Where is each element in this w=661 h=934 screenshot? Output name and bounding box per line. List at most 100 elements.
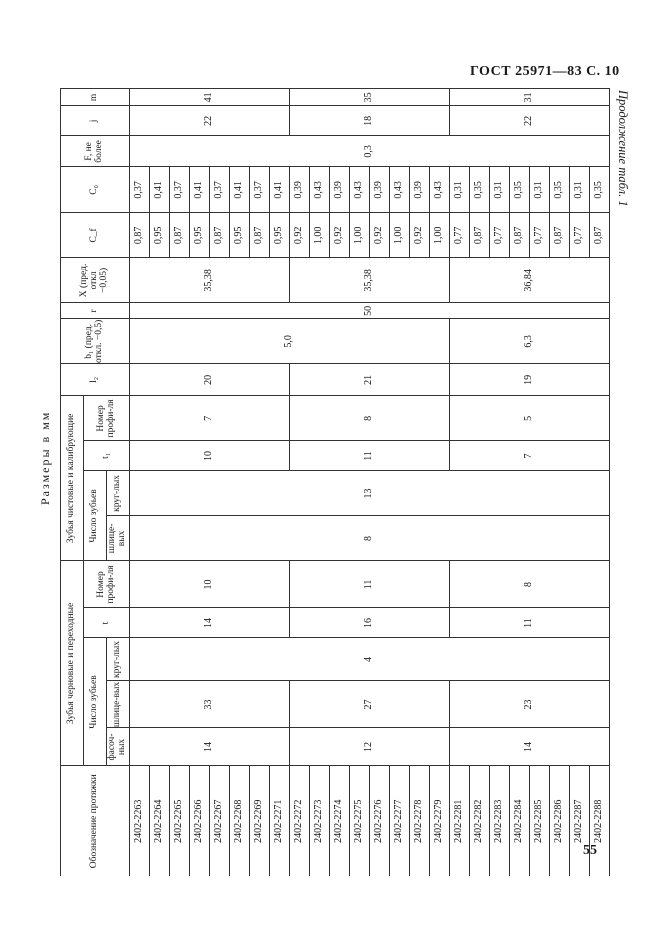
rough-profile-cell: 10: [129, 560, 290, 608]
rough-spline-cell: 27: [289, 681, 450, 728]
header-rough-round: круг-лых: [106, 638, 130, 681]
designation-cell: 2402-2265: [169, 766, 190, 876]
cf-cell: 0,77: [569, 212, 590, 258]
x-cell: 36,84: [449, 257, 610, 303]
j-cell: 22: [449, 105, 610, 136]
c0-cell: 0,37: [209, 166, 230, 213]
x-cell: 35,38: [289, 257, 450, 303]
rough-chamfer-cell: 14: [449, 728, 610, 766]
designation-cell: 2402-2267: [209, 766, 230, 876]
r-cell: 50: [129, 302, 610, 319]
rough-chamfer-cell: 12: [289, 728, 450, 766]
c0-cell: 0,31: [569, 166, 590, 213]
designation-cell: 2402-2268: [229, 766, 250, 876]
x-cell: 35,38: [129, 257, 290, 303]
header-r: r: [60, 302, 130, 319]
cf-cell: 0,95: [189, 212, 210, 258]
designation-cell: 2402-2273: [309, 766, 330, 876]
c0-cell: 0,37: [129, 166, 150, 213]
cf-cell: 0,87: [589, 212, 610, 258]
header-m: m: [60, 88, 130, 106]
header-finish-teeth-count: Число зубьев: [83, 470, 107, 561]
l2-cell: 21: [289, 363, 450, 396]
c0-cell: 0,43: [309, 166, 330, 213]
header-rough-spline: шлице-вых: [106, 681, 130, 728]
broach-table-rotated: Обозначение протяжки Зубья черновые и пе…: [60, 88, 612, 876]
header-rough-profile: Номер профи-ля: [83, 560, 130, 608]
cf-cell: 0,87: [469, 212, 490, 258]
header-rough-group: Зубья черновые и переходные: [60, 560, 84, 766]
c0-cell: 0,35: [509, 166, 530, 213]
b1-cell: 6,3: [449, 318, 610, 364]
m-cell: 41: [129, 88, 290, 106]
table-body: 2402-2263 14 33 4 14 10 8 13 10 7 20 5,0 50 35,38 0,87…: [129, 88, 610, 876]
cf-cell: 0,92: [409, 212, 430, 258]
c0-cell: 0,41: [149, 166, 170, 213]
designation-cell: 2402-2286: [549, 766, 570, 876]
header-t: t: [83, 608, 130, 638]
designation-cell: 2402-2281: [449, 766, 470, 876]
c0-cell: 0,43: [349, 166, 370, 213]
finish-round-cell: 13: [129, 470, 610, 516]
designation-cell: 2402-2272: [289, 766, 310, 876]
c0-cell: 0,31: [529, 166, 550, 213]
c0-cell: 0,37: [249, 166, 270, 213]
header-t1: t₁: [83, 440, 130, 471]
cf-cell: 0,87: [169, 212, 190, 258]
cf-cell: 0,92: [369, 212, 390, 258]
designation-cell: 2402-2285: [529, 766, 550, 876]
cf-cell: 0,92: [329, 212, 350, 258]
cf-cell: 0,87: [249, 212, 270, 258]
header-cf: C_f: [60, 212, 130, 258]
c0-cell: 0,43: [389, 166, 410, 213]
designation-cell: 2402-2279: [429, 766, 450, 876]
j-cell: 22: [129, 105, 290, 136]
b1-cell: 5,0: [129, 318, 450, 364]
designation-cell: 2402-2283: [489, 766, 510, 876]
rough-round-cell: 4: [129, 638, 610, 681]
continuation-label: Продолжение табл. 1: [616, 90, 630, 207]
page-number: 55: [583, 843, 597, 858]
rough-profile-cell: 11: [289, 560, 450, 608]
c0-cell: 0,37: [169, 166, 190, 213]
c0-cell: 0,35: [589, 166, 610, 213]
designation-cell: 2402-2288: [589, 766, 610, 876]
rough-chamfer-cell: 14: [129, 728, 290, 766]
designation-cell: 2402-2266: [189, 766, 210, 876]
t1-cell: 10: [129, 440, 290, 471]
cf-cell: 0,77: [449, 212, 470, 258]
cf-cell: 0,92: [289, 212, 310, 258]
c0-cell: 0,31: [449, 166, 470, 213]
header-rough-chamfer: фасоч-ных: [106, 728, 130, 766]
cf-cell: 0,77: [489, 212, 510, 258]
cf-cell: 0,95: [269, 212, 290, 258]
designation-cell: 2402-2275: [349, 766, 370, 876]
designation-cell: 2402-2276: [369, 766, 390, 876]
l2-cell: 19: [449, 363, 610, 396]
header-j: j: [60, 105, 130, 136]
units-label: Размеры в мм: [38, 410, 52, 505]
rough-profile-cell: 8: [449, 560, 610, 608]
rough-spline-cell: 33: [129, 681, 290, 728]
t-cell: 14: [129, 608, 290, 638]
cf-cell: 0,87: [549, 212, 570, 258]
c0-cell: 0,39: [409, 166, 430, 213]
designation-cell: 2402-2282: [469, 766, 490, 876]
t1-cell: 11: [289, 440, 450, 471]
rough-spline-cell: 23: [449, 681, 610, 728]
cf-cell: 0,95: [149, 212, 170, 258]
cf-cell: 0,87: [129, 212, 150, 258]
header-rough-teeth-count: Число зубьев: [83, 638, 107, 766]
cf-cell: 0,95: [229, 212, 250, 258]
c0-cell: 0,43: [429, 166, 450, 213]
cf-cell: 0,87: [209, 212, 230, 258]
designation-cell: 2402-2271: [269, 766, 290, 876]
finish-spline-cell: 8: [129, 515, 610, 561]
c0-cell: 0,41: [189, 166, 210, 213]
c0-cell: 0,39: [329, 166, 350, 213]
finish-profile-cell: 7: [129, 395, 290, 441]
cf-cell: 1,00: [429, 212, 450, 258]
cf-cell: 1,00: [349, 212, 370, 258]
c0-cell: 0,35: [469, 166, 490, 213]
j-cell: 18: [289, 105, 450, 136]
